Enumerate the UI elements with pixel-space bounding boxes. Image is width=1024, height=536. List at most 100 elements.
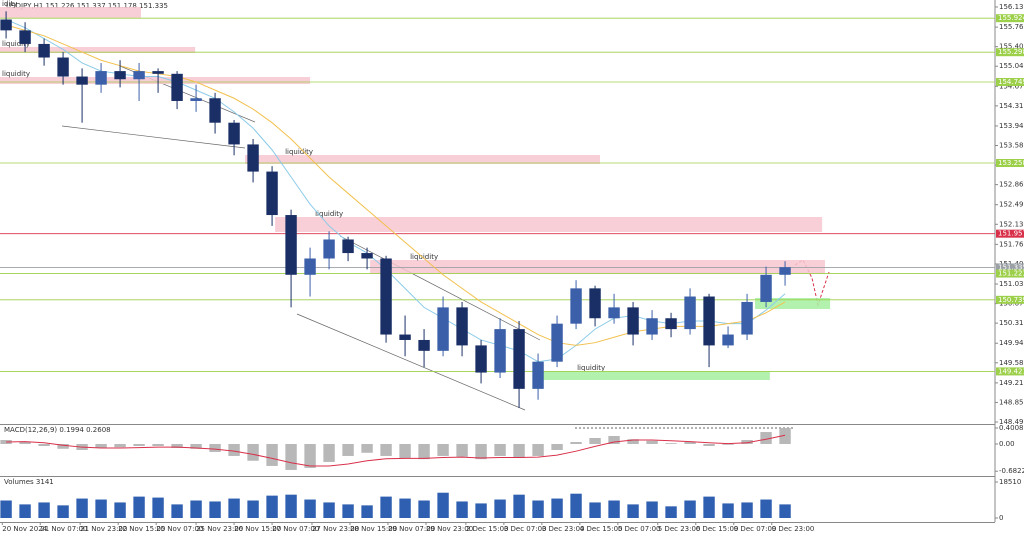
candle-body <box>57 57 69 77</box>
volume-bar <box>323 502 335 518</box>
macd-bar <box>114 443 126 448</box>
macd-bar <box>133 443 145 446</box>
volume-bar <box>247 500 259 518</box>
volume-bar <box>209 501 221 518</box>
x-tick-label: 25 Nov 23:00 <box>196 525 243 533</box>
macd-bar <box>608 436 620 444</box>
x-tick-label: 25 Nov 07:00 <box>156 525 203 533</box>
macd-bar <box>722 443 734 445</box>
macd-bar <box>361 443 373 453</box>
level-tag <box>996 367 1024 376</box>
volume-bar <box>19 504 31 518</box>
x-tick-label: 27 Nov 23:00 <box>312 525 359 533</box>
macd-bar <box>703 443 715 446</box>
volume-bar <box>608 500 620 518</box>
level-label: 153.258 <box>998 159 1024 167</box>
candle-body <box>437 307 449 351</box>
macd-bar <box>323 443 335 462</box>
candle-body <box>304 258 316 275</box>
macd-bar <box>627 439 639 444</box>
zone-label: liquidity <box>315 210 343 218</box>
y-tick-label: 152.490 <box>999 201 1024 209</box>
x-tick-label: 5 Dec 23:00 <box>658 525 701 533</box>
pane-title: MACD(12,26,9) 0.1994 0.2608 <box>4 426 111 434</box>
volume-bar <box>0 500 12 518</box>
macd-bar <box>266 443 278 466</box>
level-tag <box>996 269 1024 278</box>
macd-bar <box>399 443 411 458</box>
y-tick-label: 148.850 <box>999 398 1024 406</box>
candle-body <box>171 73 183 101</box>
candle-body <box>513 329 525 389</box>
macd-bar <box>760 432 772 444</box>
zone-label: idity <box>2 0 17 8</box>
x-tick-label: 27 Nov 07:00 <box>272 525 319 533</box>
zone-label: liquidity <box>2 40 30 48</box>
volume-bar <box>494 499 506 518</box>
y-tick-label: 152.130 <box>999 220 1024 228</box>
candle-body <box>114 71 126 80</box>
candle-body <box>646 318 658 335</box>
level-label: 155.924 <box>998 14 1024 22</box>
signal-line <box>6 434 786 467</box>
candle-body <box>741 301 753 335</box>
candle-body <box>570 288 582 324</box>
level-label: 151.957 <box>998 230 1024 238</box>
level-tag <box>996 78 1024 87</box>
volume-bar <box>304 499 316 518</box>
y-tick-label: 148.490 <box>999 418 1024 426</box>
chart-title: USDJPY,H1 151.226 151.337 151.178 151.33… <box>6 2 168 10</box>
level-tag <box>996 229 1024 238</box>
macd-bar <box>380 443 392 456</box>
macd-bar <box>646 440 658 444</box>
y-tick-label: 154.670 <box>999 82 1024 90</box>
candle-body <box>133 71 145 80</box>
candle-body <box>475 345 487 373</box>
candle-body <box>722 334 734 346</box>
candle-body <box>285 215 297 275</box>
y-tick-label: 156.130 <box>999 3 1024 11</box>
pane-title: Volumes 3141 <box>4 478 54 486</box>
candle-body <box>266 171 278 216</box>
volume-bar <box>114 502 126 518</box>
x-tick-label: 21 Nov 23:00 <box>80 525 127 533</box>
level-tag <box>996 14 1024 23</box>
candle-body <box>361 253 373 259</box>
macd-bar <box>304 443 316 468</box>
macd-bar <box>665 443 677 444</box>
zone <box>537 370 770 381</box>
volume-bar <box>437 492 449 518</box>
macd-bar <box>285 443 297 470</box>
y-tick-label: 153.940 <box>999 122 1024 130</box>
y-tick-label: 18510 <box>999 478 1021 486</box>
level-tag <box>996 263 1024 272</box>
macd-bar <box>209 443 221 452</box>
candle-body <box>399 334 411 340</box>
y-tick-label: 154.310 <box>999 102 1024 110</box>
candle-body <box>247 144 259 172</box>
candle-body <box>589 288 601 319</box>
volume-bar <box>171 504 183 518</box>
y-tick-label: 152.860 <box>999 181 1024 189</box>
candle-body <box>209 98 221 123</box>
macd-bar <box>551 443 563 450</box>
candle-body <box>95 71 107 85</box>
zone <box>0 77 311 85</box>
y-tick-label: 0 <box>999 514 1003 522</box>
level-tag <box>996 295 1024 304</box>
zone-label: liquidity <box>410 253 438 261</box>
candle-body <box>418 339 430 351</box>
candle-body <box>323 239 335 259</box>
candle-body <box>627 307 639 335</box>
volume-bar <box>532 500 544 518</box>
y-tick-label: 149.940 <box>999 339 1024 347</box>
macd-bar <box>190 443 202 449</box>
macd-bar <box>19 441 31 444</box>
y-tick-label: 151.030 <box>999 280 1024 288</box>
x-tick-label: 5 Dec 07:00 <box>618 525 661 533</box>
x-tick-label: 9 Dec 23:00 <box>772 525 815 533</box>
volume-bar <box>627 504 639 518</box>
macd-bar <box>418 443 430 460</box>
volume-bar <box>570 493 582 518</box>
